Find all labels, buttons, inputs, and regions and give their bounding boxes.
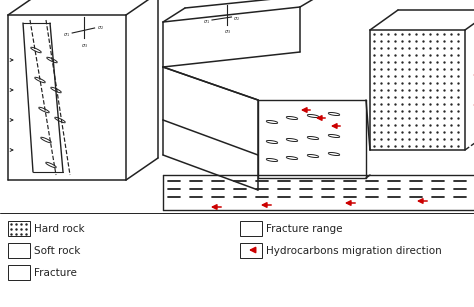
Text: $\sigma_2$: $\sigma_2$ bbox=[234, 15, 240, 23]
Text: $\sigma_1$: $\sigma_1$ bbox=[63, 31, 70, 39]
FancyBboxPatch shape bbox=[8, 221, 30, 236]
Text: Hard rock: Hard rock bbox=[34, 223, 85, 234]
FancyBboxPatch shape bbox=[240, 243, 262, 258]
FancyBboxPatch shape bbox=[8, 265, 30, 280]
Text: Hydrocarbons migration direction: Hydrocarbons migration direction bbox=[266, 246, 442, 255]
Text: Fracture: Fracture bbox=[34, 267, 77, 278]
FancyBboxPatch shape bbox=[240, 221, 262, 236]
Text: $\sigma_1$: $\sigma_1$ bbox=[203, 18, 210, 26]
Text: Soft rock: Soft rock bbox=[34, 246, 81, 255]
Text: $\sigma_3$: $\sigma_3$ bbox=[81, 42, 88, 50]
FancyBboxPatch shape bbox=[8, 243, 30, 258]
Text: $\sigma_2$: $\sigma_2$ bbox=[97, 24, 103, 32]
Text: $\sigma_3$: $\sigma_3$ bbox=[224, 29, 230, 37]
Text: Fracture range: Fracture range bbox=[266, 223, 343, 234]
